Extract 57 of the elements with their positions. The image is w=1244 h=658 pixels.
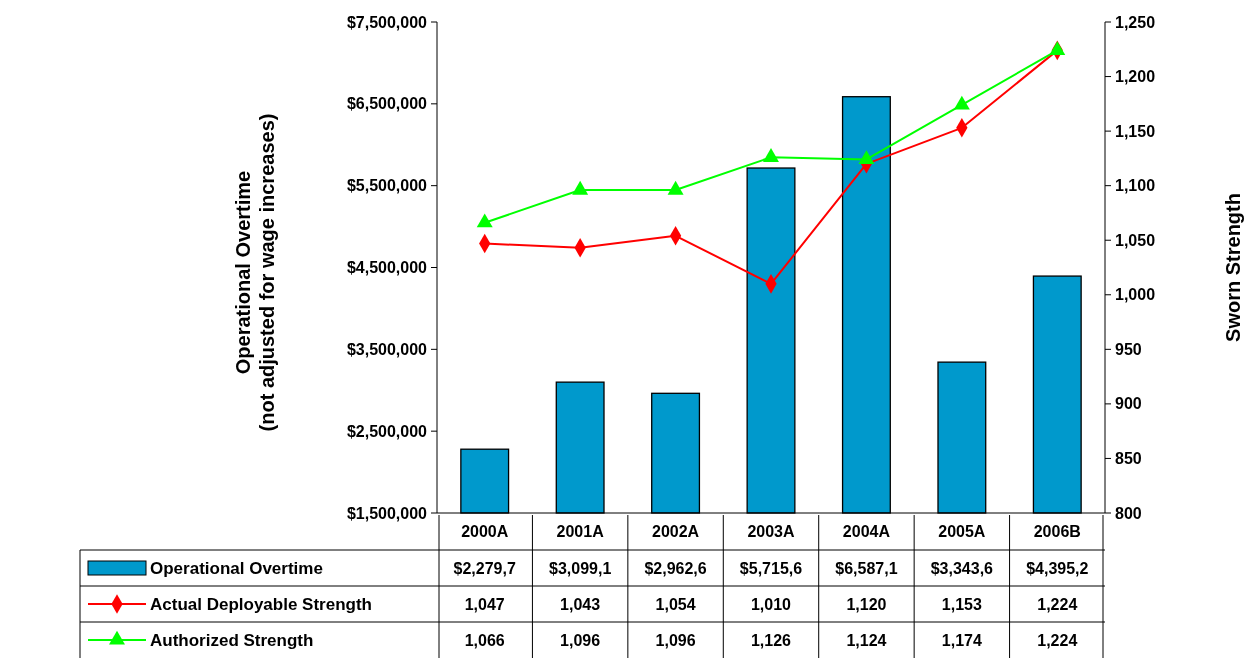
y-tick-label: $4,500,000 (346, 259, 428, 277)
point (476, 213, 493, 228)
data-label: 1,054 (655, 595, 696, 613)
x-tick-label: 2002A (651, 523, 700, 541)
y-tick-label: $1,500,000 (346, 504, 428, 522)
data-label: 1,096 (560, 631, 601, 649)
data-label: 1,174 (941, 631, 982, 649)
data-label: 1,124 (846, 631, 887, 649)
data-label: 1,096 (655, 631, 696, 649)
y2-tick-label: 800 (1115, 504, 1142, 522)
legend-label: Authorized Strength (150, 630, 314, 650)
data-label: $2,279,7 (453, 559, 516, 577)
y2-tick-label: 950 (1115, 340, 1142, 358)
y-tick-label: $6,500,000 (346, 95, 428, 113)
legend-label: Actual Deployable Strength (150, 594, 372, 614)
data-label: $6,587,1 (835, 559, 898, 577)
y-tick-label: $5,500,000 (346, 177, 428, 195)
point (953, 95, 970, 110)
legend-label: Operational Overtime (150, 558, 323, 578)
y2-axis-title: Sworn Strength (1222, 193, 1244, 342)
data-label: 1,010 (750, 595, 792, 613)
x-tick-label: 2003A (747, 523, 796, 541)
point (572, 180, 589, 195)
data-label: 1,224 (1037, 595, 1078, 613)
data-label: 1,043 (560, 595, 601, 613)
y2-tick-label: 1,100 (1115, 177, 1156, 195)
y-tick-label: $7,500,000 (346, 13, 428, 31)
x-tick-label: 2006B (1033, 523, 1081, 541)
data-label: 1,066 (464, 631, 505, 649)
data-label: $2,962,6 (644, 559, 707, 577)
x-tick-label: 2004A (842, 523, 891, 541)
y-tick-label: $3,500,000 (346, 340, 428, 358)
data-label: 1,153 (941, 595, 982, 613)
y2-tick-label: 850 (1115, 450, 1142, 468)
y-axis-title: Operational Overtime (not adjusted for wage increases) (232, 113, 278, 432)
data-label: $5,715,6 (739, 559, 803, 577)
x-tick-label: 2005A (938, 523, 986, 541)
y2-tick-label: 1,000 (1115, 286, 1156, 304)
data-label: 1,120 (846, 595, 887, 613)
y2-tick-label: 1,050 (1115, 231, 1156, 249)
y-tick-label: $2,500,000 (346, 422, 428, 440)
y2-tick-label: 1,250 (1115, 13, 1156, 31)
data-label: $3,343,6 (930, 559, 994, 577)
data-label: $4,395,2 (1026, 559, 1089, 577)
point (667, 180, 684, 195)
y2-tick-label: 900 (1115, 395, 1142, 413)
point (1049, 41, 1066, 55)
data-label: 1,126 (750, 631, 792, 649)
data-label: 1,224 (1037, 631, 1078, 649)
point (858, 150, 875, 165)
y2-tick-label: 1,200 (1115, 68, 1156, 86)
data-label: $3,099,1 (549, 559, 612, 577)
y2-tick-label: 1,150 (1115, 122, 1156, 140)
point (763, 148, 779, 162)
data-label: 1,047 (464, 595, 505, 613)
x-tick-label: 2000A (461, 523, 509, 541)
x-tick-label: 2001A (556, 523, 605, 541)
